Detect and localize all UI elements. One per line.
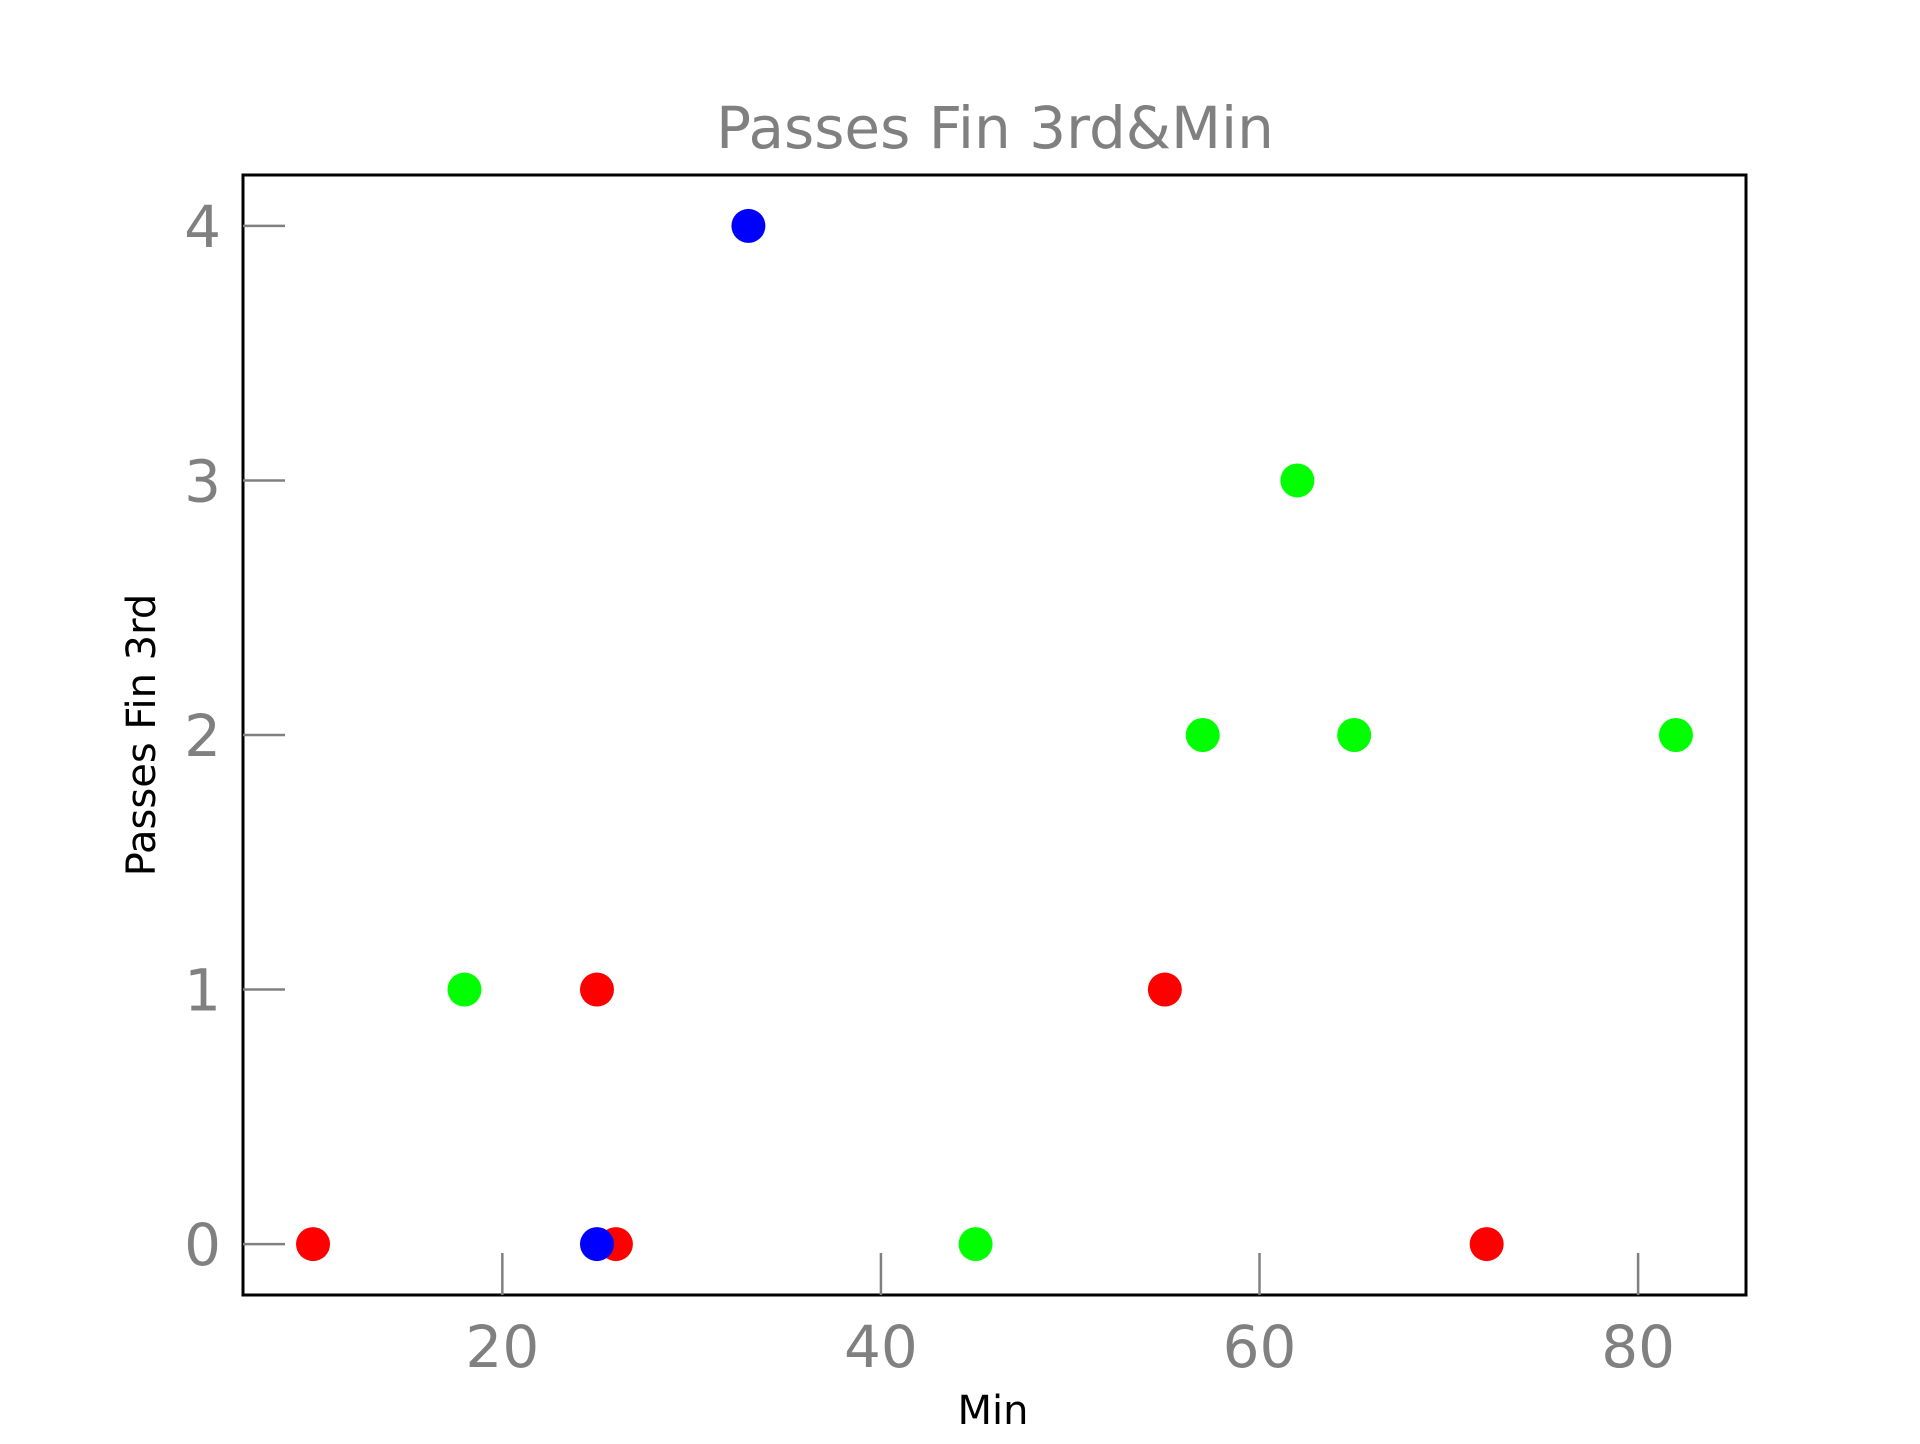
data-point (579, 972, 614, 1007)
data-point (958, 1227, 993, 1262)
data-point (1658, 718, 1693, 752)
y-tick-label: 0 (184, 1211, 221, 1279)
data-point (296, 1227, 331, 1262)
x-tick-label: 80 (1601, 1313, 1675, 1381)
x-tick-label: 20 (465, 1313, 539, 1381)
chart-title: Passes Fin 3rd&Min (716, 94, 1274, 162)
y-axis-label: Passes Fin 3rd (119, 594, 165, 877)
y-tick-label: 3 (184, 447, 221, 515)
x-tick-label: 40 (844, 1313, 918, 1381)
plot-area (296, 208, 1693, 1262)
data-point (579, 1227, 614, 1262)
data-point (447, 972, 482, 1007)
x-axis-label: Min (958, 1388, 1029, 1434)
data-point (1280, 463, 1315, 498)
data-point (731, 208, 766, 243)
data-point (1147, 972, 1182, 1007)
data-point (1337, 718, 1372, 752)
data-point (1185, 718, 1220, 752)
data-point (1469, 1227, 1504, 1262)
y-tick-label: 4 (184, 193, 221, 261)
y-tick-label: 1 (184, 957, 221, 1025)
y-tick-label: 2 (184, 702, 221, 770)
plot-frame (241, 173, 1748, 1297)
x-tick-label: 60 (1223, 1313, 1297, 1381)
